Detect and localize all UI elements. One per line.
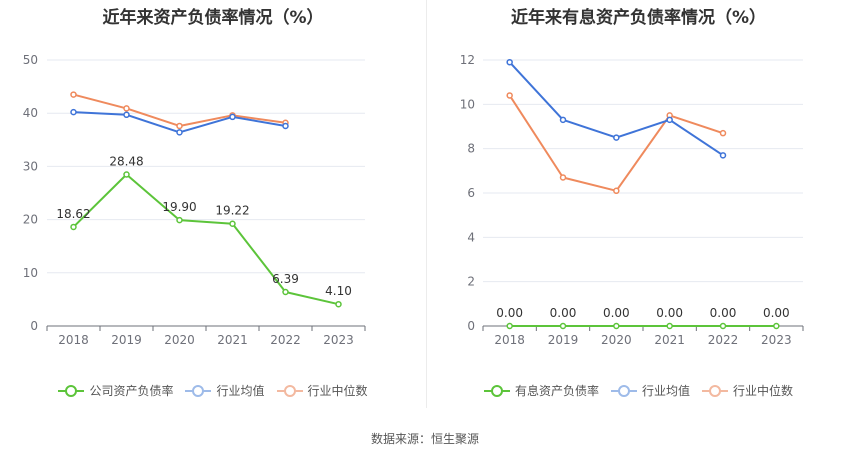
data-label: 0.00 — [710, 306, 737, 320]
chart-panel-left: 近年来资产负债率情况（%） 0 10 20 30 40 50 2018 2019 2020 202… — [0, 8, 426, 399]
data-label: 6.39 — [272, 272, 299, 286]
data-label: 0.00 — [656, 306, 683, 320]
legend-item[interactable]: 行业中位数 — [276, 382, 368, 399]
chart-title: 近年来有息资产负债率情况（%） — [510, 8, 767, 28]
chart-panel-right: 近年来有息资产负债率情况（%） 0 2 4 6 8 10 12 2018 2019 2020 202… — [427, 0, 850, 459]
legend-swatch-icon — [702, 384, 728, 398]
legend-swatch-icon — [276, 384, 303, 398]
data-point[interactable] — [613, 322, 620, 330]
y-tick-label: 10 — [23, 266, 38, 280]
legend-item[interactable]: 公司资产负债率 — [58, 382, 173, 399]
data-point[interactable] — [123, 171, 130, 178]
x-tick-label: 2019 — [111, 333, 142, 347]
data-point[interactable] — [282, 122, 289, 130]
data-point[interactable] — [506, 92, 513, 99]
chart-title: 近年来资产负债率情况（%） — [102, 8, 324, 28]
chart-legend: 有息资产负债率 行业均值 行业中位数 — [427, 382, 850, 399]
legend-swatch-icon — [185, 384, 212, 398]
data-point[interactable] — [719, 129, 727, 137]
y-tick-label: 12 — [460, 53, 475, 67]
legend-swatch-icon — [58, 384, 85, 398]
data-point[interactable] — [773, 322, 780, 330]
panel-divider — [426, 0, 427, 408]
x-tick-label: 2020 — [601, 333, 632, 347]
x-tick-label: 2018 — [58, 333, 89, 347]
y-tick-label: 6 — [467, 186, 475, 200]
data-point[interactable] — [666, 322, 673, 330]
legend-label: 行业均值 — [641, 384, 690, 398]
data-point[interactable] — [123, 105, 130, 112]
x-tick-label: 2023 — [761, 333, 792, 347]
x-tick-label: 2022 — [270, 333, 301, 347]
data-point[interactable] — [506, 322, 513, 330]
x-tick-label: 2018 — [494, 333, 525, 347]
y-tick-label: 4 — [467, 230, 475, 244]
data-point[interactable] — [613, 187, 620, 195]
x-tick-label: 2020 — [164, 333, 195, 347]
legend-label: 公司资产负债率 — [89, 384, 174, 398]
y-tick-label: 0 — [30, 319, 38, 333]
data-point[interactable] — [335, 300, 342, 308]
line-chart-interest-debt-ratio: 0 2 4 6 8 10 12 2018 2019 2020 2021 2022 2023 0.00 0.0… — [460, 53, 804, 347]
legend-item[interactable]: 行业均值 — [610, 382, 690, 399]
data-point[interactable] — [719, 322, 727, 330]
chart-legend: 公司资产负债率 行业均值 行业中位数 — [0, 382, 426, 399]
data-point[interactable] — [559, 322, 567, 330]
data-label: 28.48 — [109, 154, 143, 168]
data-point[interactable] — [176, 129, 183, 136]
data-label: 19.22 — [215, 204, 249, 218]
y-tick-label: 2 — [467, 275, 475, 289]
line-chart-debt-ratio: 0 10 20 30 40 50 2018 2019 2020 2021 2022 2023 18.62… — [23, 53, 366, 347]
data-label: 4.10 — [325, 284, 352, 298]
x-tick-label: 2019 — [548, 333, 579, 347]
series-line — [72, 173, 339, 306]
data-label: 18.62 — [56, 207, 90, 221]
data-label: 19.90 — [162, 200, 196, 214]
legend-item[interactable]: 有息资产负债率 — [483, 382, 599, 399]
y-tick-label: 50 — [23, 53, 38, 67]
series-line — [508, 61, 724, 157]
legend-label: 行业中位数 — [307, 384, 368, 398]
data-point[interactable] — [70, 108, 77, 116]
x-tick-label: 2023 — [323, 333, 354, 347]
legend-item[interactable]: 行业均值 — [185, 382, 265, 399]
legend-item[interactable]: 行业中位数 — [702, 382, 793, 399]
legend-label: 行业均值 — [216, 384, 265, 398]
x-tick-label: 2022 — [708, 333, 739, 347]
data-point[interactable] — [719, 152, 727, 159]
legend-swatch-icon — [483, 384, 510, 398]
data-point[interactable] — [229, 113, 236, 121]
data-point[interactable] — [282, 288, 289, 296]
x-tick-label: 2021 — [217, 333, 248, 347]
y-tick-label: 0 — [467, 319, 475, 333]
data-label: 0.00 — [603, 306, 630, 320]
y-tick-label: 8 — [467, 142, 475, 156]
legend-label: 有息资产负债率 — [514, 384, 599, 398]
data-point[interactable] — [229, 220, 236, 227]
x-tick-label: 2021 — [654, 333, 685, 347]
data-point[interactable] — [613, 134, 620, 141]
data-label: 0.00 — [550, 306, 577, 320]
data-point[interactable] — [176, 216, 183, 224]
legend-swatch-icon — [610, 384, 637, 398]
data-point[interactable] — [70, 91, 77, 98]
data-label: 0.00 — [496, 306, 523, 320]
y-tick-label: 20 — [23, 213, 38, 227]
data-label: 0.00 — [763, 306, 790, 320]
data-point[interactable] — [559, 116, 567, 124]
data-source-note: 数据来源：恒生聚源 — [370, 432, 479, 446]
series-line — [508, 94, 724, 192]
y-tick-label: 10 — [460, 97, 475, 111]
y-tick-label: 30 — [23, 159, 38, 173]
data-point[interactable] — [176, 122, 183, 130]
data-point[interactable] — [123, 111, 130, 119]
y-tick-label: 40 — [23, 106, 38, 120]
data-point[interactable] — [559, 174, 567, 181]
legend-label: 行业中位数 — [733, 384, 794, 398]
data-point[interactable] — [666, 116, 673, 124]
data-point[interactable] — [70, 223, 77, 231]
data-point[interactable] — [506, 58, 513, 66]
